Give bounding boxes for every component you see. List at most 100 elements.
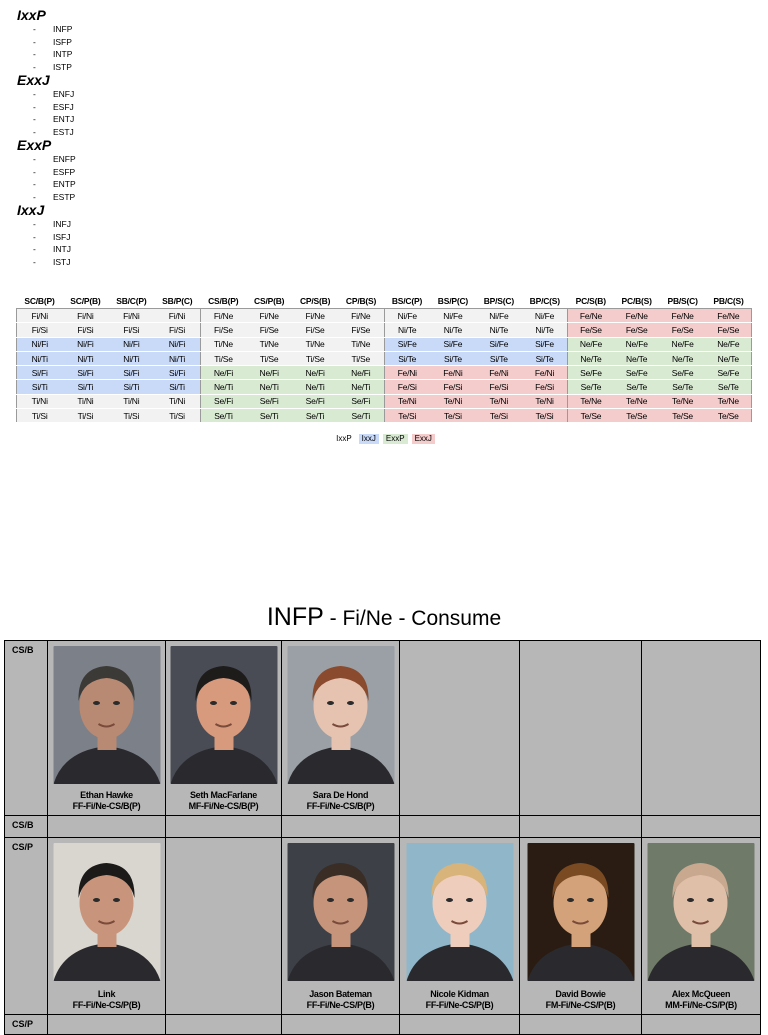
- table-cell: Ne/Te: [613, 351, 660, 367]
- table-cell: Ne/Fe: [705, 337, 752, 352]
- table-cell: Te/Ne: [659, 394, 706, 410]
- table-cell: Fi/Ni: [154, 308, 201, 324]
- person-cell: Link FF-Fi/Ne-CS/P(B): [47, 837, 166, 1015]
- table-cell: Ne/Fi: [338, 365, 384, 381]
- table-cell: Ti/Si: [108, 408, 155, 424]
- table-cell: Si/Te: [475, 351, 522, 367]
- person-card: Nicole Kidman FF-Fi/Ne-CS/P(B): [400, 838, 519, 1014]
- empty-cell: [641, 815, 761, 838]
- person-caption: Link FF-Fi/Ne-CS/P(B): [48, 989, 165, 1011]
- table-cell: Ti/Ne: [338, 337, 384, 352]
- bullet-dash: -: [33, 244, 36, 254]
- group-item: - INFJ: [17, 218, 317, 231]
- person-caption: Ethan Hawke FF-Fi/Ne-CS/B(P): [48, 790, 165, 812]
- group-item: - ENTP: [17, 178, 317, 191]
- table-cell: Si/Ti: [108, 379, 155, 395]
- person-type-code: FM-Fi/Ne-CS/P(B): [545, 1000, 616, 1010]
- person-photo: [527, 843, 634, 981]
- table-cell: Fe/Ne: [567, 308, 614, 324]
- bullet-dash: -: [33, 36, 36, 47]
- table-cell: Te/Se: [659, 408, 706, 424]
- table-cell: Fe/Ni: [429, 365, 476, 381]
- table-row: Si/Fi Si/Fi Si/Fi Si/Fi Ne/Fi Ne/Fi Ne/Fi Ne/Fi…: [16, 365, 752, 381]
- group-list: - INFP - ISFP - INTP - ISTP: [17, 23, 317, 73]
- table-cell: Fi/Se: [338, 322, 384, 338]
- table-cell: Se/Fe: [567, 365, 614, 381]
- person-cell: Jason Bateman FF-Fi/Ne-CS/P(B): [281, 837, 400, 1015]
- table-cell: Ne/Ti: [199, 379, 247, 395]
- person-photo: [647, 843, 755, 981]
- table-header: CP/S(B): [299, 296, 331, 306]
- group-item-label: ISFP: [53, 36, 72, 47]
- table-cell: Si/Fe: [475, 337, 522, 352]
- table-header: PC/B(S): [621, 296, 652, 306]
- bullet-dash: -: [33, 126, 36, 137]
- table-cell: Ti/Ni: [108, 394, 155, 410]
- empty-cell: [519, 640, 642, 816]
- table-cell: Fe/Ne: [705, 308, 752, 324]
- table-cell: Fe/Si: [429, 379, 476, 395]
- table-cell: Si/Te: [383, 351, 430, 367]
- table-cell: Te/Si: [383, 408, 430, 424]
- person-card: Sara De Hond FF-Fi/Ne-CS/B(P): [282, 641, 399, 815]
- legend-item: IxxP: [333, 434, 355, 444]
- table-cell: Ti/Se: [338, 351, 384, 367]
- table-cell: Fe/Ni: [521, 365, 568, 381]
- table-cell: Te/Si: [475, 408, 522, 424]
- table-cell: Fi/Si: [62, 322, 109, 338]
- table-cell: Se/Fi: [246, 394, 293, 410]
- table-cell: Si/Ti: [62, 379, 109, 395]
- table-cell: Se/Fe: [659, 365, 706, 381]
- table-cell: Fi/Ne: [292, 308, 339, 324]
- table-cell: Fe/Ne: [659, 308, 706, 324]
- table-cell: Fi/Ne: [338, 308, 384, 324]
- group-item: - INTP: [17, 48, 317, 61]
- table-header: BP/C(S): [529, 296, 560, 306]
- table-cell: Te/Se: [567, 408, 614, 424]
- group-item: - INFP: [17, 23, 317, 36]
- table-cell: Si/Fi: [62, 365, 109, 381]
- type-groups: IxxP - INFP - ISFP - INTP - ISTP ExxJ - ENFJ - ESFJ - E…: [17, 8, 317, 268]
- table-row: Ni/Ti Ni/Ti Ni/Ti Ni/Ti Ti/Se Ti/Se Ti/Se Ti/Se…: [16, 351, 752, 367]
- table-cell: Ni/Fi: [108, 337, 155, 352]
- people-grid: CS/B Ethan Hawke FF-Fi/Ne-CS/B(P) Seth MacF…: [4, 640, 761, 1035]
- person-photo: [287, 843, 394, 981]
- table-cell: Te/Se: [613, 408, 660, 424]
- person-card: Alex McQueen MM-Fi/Ne-CS/P(B): [642, 838, 760, 1014]
- group-item: - ESFJ: [17, 101, 317, 114]
- table-cell: Si/Fe: [521, 337, 568, 352]
- table-row: Ti/Ni Ti/Ni Ti/Ni Ti/Ni Se/Fi Se/Fi Se/Fi Se/Fi…: [16, 394, 752, 410]
- table-cell: Ni/Te: [475, 322, 522, 338]
- group-title: IxxJ: [17, 202, 45, 218]
- table-cell: Ni/Ti: [16, 351, 63, 367]
- group-item: - ISFP: [17, 36, 317, 49]
- table-cell: Fe/Se: [613, 322, 660, 338]
- person-card: Seth MacFarlane MF-Fi/Ne-CS/B(P): [166, 641, 281, 815]
- table-cell: Te/Ni: [521, 394, 568, 410]
- table-header: BS/P(C): [437, 296, 469, 306]
- empty-cell: [641, 1014, 761, 1035]
- table-cell: Fe/Si: [521, 379, 568, 395]
- person-photo: [53, 843, 160, 981]
- table-cell: Ti/Si: [154, 408, 201, 424]
- person-name: Alex McQueen: [671, 989, 731, 999]
- bullet-dash: -: [33, 166, 36, 177]
- table-cell: Ti/Se: [246, 351, 293, 367]
- table-header: CP/B(S): [345, 296, 377, 306]
- table-cell: Ni/Te: [383, 322, 430, 338]
- table-cell: Fe/Se: [567, 322, 614, 338]
- table-cell: Si/Fi: [154, 365, 201, 381]
- person-cell: Ethan Hawke FF-Fi/Ne-CS/B(P): [47, 640, 166, 816]
- group-list: - INFJ - ISFJ - INTJ - ISTJ: [17, 218, 317, 268]
- table-legend: IxxP IxxJ ExxP ExxJ: [0, 434, 768, 444]
- empty-cell: [519, 1014, 642, 1035]
- person-caption: Seth MacFarlane MF-Fi/Ne-CS/B(P): [166, 790, 281, 812]
- table-cell: Fi/Se: [199, 322, 247, 338]
- person-type-code: FF-Fi/Ne-CS/P(B): [72, 1000, 141, 1010]
- table-cell: Ni/Ti: [154, 351, 201, 367]
- grid-row: CS/B: [4, 815, 761, 838]
- person-photo: [170, 646, 277, 784]
- table-cell: Ti/Ne: [199, 337, 247, 352]
- type-name: INFP: [266, 603, 324, 631]
- table-cell: Se/Fe: [613, 365, 660, 381]
